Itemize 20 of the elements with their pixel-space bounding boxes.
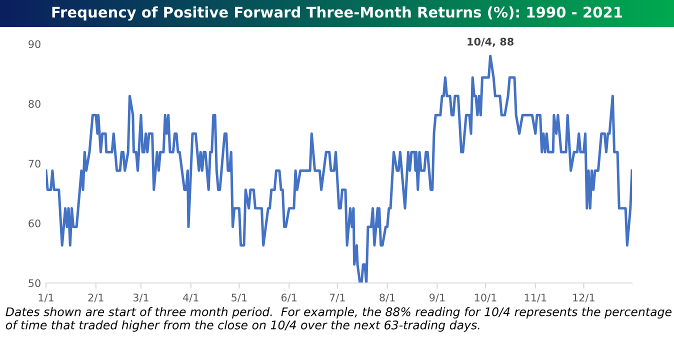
x-tick-label: 3/1 — [133, 294, 148, 302]
annotation: 10/4, 88 — [468, 38, 514, 47]
x-tick-label: 4/1 — [183, 294, 198, 302]
x-tick-label: 2/1 — [88, 294, 104, 302]
y-tick-label: 70 — [28, 160, 40, 168]
x-tick-label: 10/1 — [474, 294, 496, 302]
x-tick-label: 12/1 — [573, 294, 594, 302]
text: Dates shown are start of three month period. For example, the 88% reading for 10/4 represents the percentage of time that traded higher from the close on 10/4 over the next 63-trading days. — [6, 307, 672, 332]
x-tick-label: 11/1 — [524, 294, 546, 302]
x-tick-label: 9/1 — [429, 294, 445, 302]
chart-title: Frequency of Positive Forward Three-Month Returns (%): 1990 - 2021 — [52, 6, 622, 21]
y-tick-label: 60 — [28, 219, 40, 228]
x-tick-label: 8/1 — [380, 294, 395, 302]
y-tick-label: 80 — [28, 100, 40, 108]
x-tick-label: 6/1 — [281, 294, 297, 302]
x-tick-label: 1/1 — [38, 294, 54, 302]
y-tick-label: 50 — [28, 279, 40, 288]
x-tick-label: 7/1 — [330, 294, 345, 302]
x-tick-label: 5/1 — [232, 294, 247, 302]
y-tick-label: 90 — [28, 40, 40, 48]
